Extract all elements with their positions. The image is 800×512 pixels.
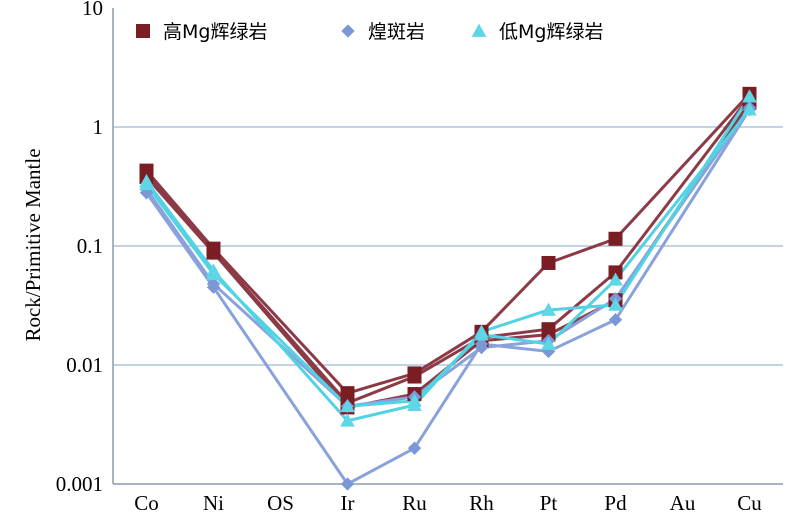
series-line	[145, 108, 751, 408]
data-point-square	[608, 231, 623, 246]
data-point-square	[206, 245, 221, 260]
tick-labels: 10 1 0.1 0.01 0.001 Co Ni OS Ir Ru Rh Pt Pd Au Cu	[56, 0, 762, 512]
data-point-triangle	[340, 413, 355, 427]
y-tick-label: 0.01	[66, 353, 103, 377]
data-point-diamond	[541, 344, 556, 359]
data-point-triangle	[742, 102, 757, 116]
data-point-diamond	[474, 340, 489, 355]
series-line	[145, 92, 751, 395]
data-point-triangle	[541, 302, 556, 316]
data-point-triangle	[474, 327, 489, 341]
data-point-triangle	[206, 266, 221, 281]
x-tick-label: OS	[267, 491, 294, 512]
x-tick-label: Ru	[402, 491, 427, 512]
series-line	[145, 101, 751, 409]
x-tick-label: Co	[134, 491, 159, 512]
data-point-square	[407, 369, 422, 384]
x-tick-label: Pd	[604, 491, 627, 512]
plot-area	[139, 86, 757, 491]
series-markers	[139, 89, 757, 427]
data-point-square	[608, 265, 623, 280]
data-point-triangle	[608, 297, 623, 311]
data-point-triangle	[340, 398, 355, 413]
data-point-square	[541, 255, 556, 270]
series-line	[145, 108, 751, 486]
x-tick-label: Ni	[203, 491, 224, 512]
data-point-diamond	[407, 441, 422, 455]
x-tick-label: Cu	[737, 491, 762, 512]
x-tick-label: Pt	[540, 491, 558, 512]
y-axis-label: Rock/Primitive Mantle	[21, 148, 45, 341]
series-markers	[139, 101, 757, 491]
y-tick-label: 1	[93, 115, 104, 139]
grid-lines	[113, 126, 783, 366]
series-line	[145, 106, 751, 408]
x-tick-label: Rh	[469, 491, 494, 512]
data-point-triangle	[541, 336, 556, 350]
data-point-triangle	[139, 176, 154, 191]
y-tick-label: 10	[82, 0, 103, 20]
data-point-triangle	[742, 89, 757, 103]
data-point-triangle	[471, 23, 487, 37]
data-point-triangle	[407, 393, 422, 407]
legend-label: 低Mg辉绿岩	[499, 21, 603, 43]
data-point-diamond	[608, 313, 623, 327]
data-point-diamond	[340, 477, 355, 491]
x-tick-label: Au	[670, 491, 696, 512]
series-group	[145, 95, 751, 423]
data-point-triangle	[608, 272, 623, 286]
legend-label: 煌斑岩	[368, 21, 425, 43]
data-point-diamond	[341, 24, 355, 38]
data-point-diamond	[206, 277, 221, 291]
legend-label: 高Mg辉绿岩	[163, 21, 267, 43]
y-tick-label: 0.1	[77, 234, 103, 258]
data-point-square	[136, 24, 150, 38]
x-tick-label: Ir	[341, 491, 355, 512]
y-tick-label: 0.001	[56, 472, 103, 496]
legend: 高Mg辉绿岩 煌斑岩 低Mg辉绿岩	[136, 21, 603, 43]
axes	[112, 8, 783, 485]
